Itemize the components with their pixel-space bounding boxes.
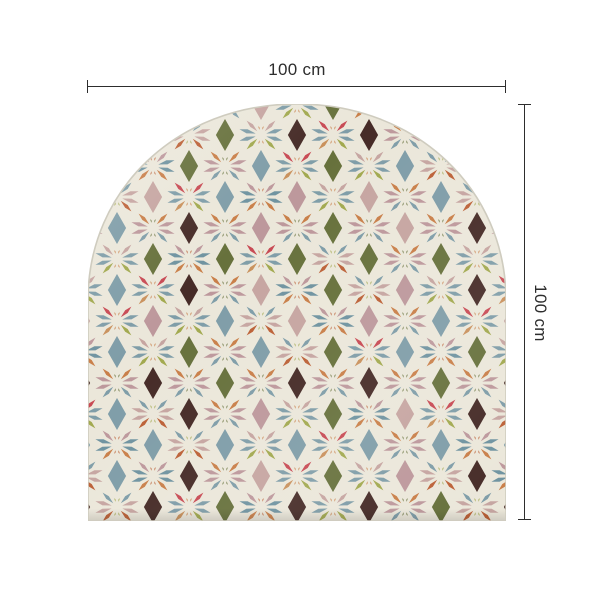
width-dimension-label: 100 cm bbox=[268, 60, 326, 79]
mosaic-star bbox=[413, 104, 469, 123]
mosaic-diamond bbox=[105, 104, 129, 124]
mosaic-diamond bbox=[429, 115, 453, 155]
height-dimension-line bbox=[524, 105, 525, 520]
width-dimension-line bbox=[88, 86, 506, 87]
mosaic-diamond bbox=[177, 104, 201, 124]
arched-mosaic-panel bbox=[88, 104, 506, 521]
mosaic-diamond bbox=[393, 104, 417, 124]
mosaic-diamond bbox=[501, 115, 506, 155]
mosaic-diamond bbox=[141, 115, 165, 155]
mosaic-star bbox=[485, 104, 506, 123]
mosaic-diamond bbox=[465, 104, 489, 124]
mosaic-star bbox=[89, 116, 145, 154]
mosaic-star bbox=[485, 147, 506, 185]
mosaic-star bbox=[88, 147, 109, 185]
height-dimension-label-box: 100 cm bbox=[529, 105, 551, 520]
height-dimension-tick-top bbox=[518, 104, 531, 105]
mosaic-diamond bbox=[501, 177, 506, 217]
mosaic-star bbox=[125, 104, 181, 123]
mosaic-diamond bbox=[465, 146, 489, 186]
mosaic-star bbox=[88, 104, 109, 123]
mosaic-diamond bbox=[88, 115, 93, 155]
width-dimension-tick-left bbox=[87, 80, 88, 93]
glass-sheen-overlay bbox=[88, 104, 506, 521]
width-dimension-tick-right bbox=[505, 80, 506, 93]
height-dimension-tick-bottom bbox=[518, 519, 531, 520]
mosaic-diamond bbox=[105, 146, 129, 186]
height-dimension-label: 100 cm bbox=[531, 283, 550, 342]
mosaic-diamond bbox=[88, 177, 93, 217]
panel-edge bbox=[88, 104, 506, 521]
panel-bottom-shadow bbox=[88, 509, 506, 521]
mosaic-star bbox=[449, 116, 505, 154]
